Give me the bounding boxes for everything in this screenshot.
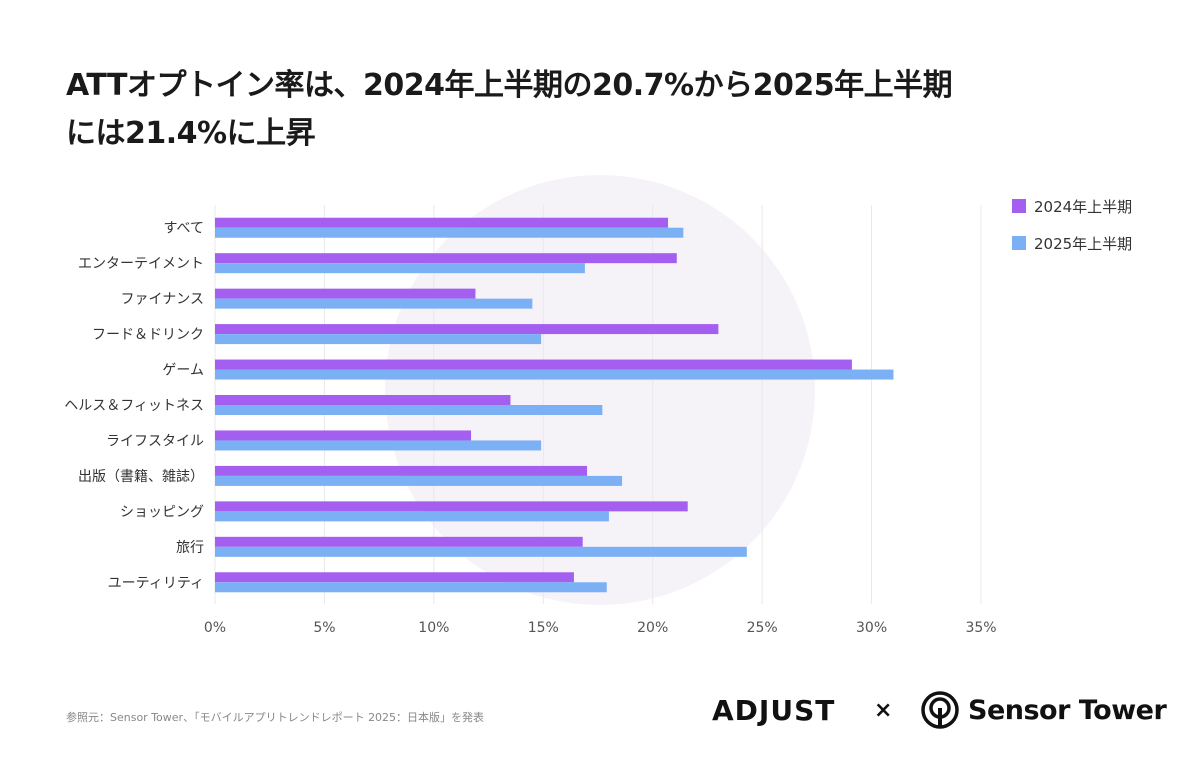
- legend-swatch-2025: [1012, 236, 1026, 250]
- bar-2025: [215, 475, 623, 486]
- legend-item-2025: 2025年上半期: [1012, 233, 1132, 253]
- x-tick-label: 15%: [528, 620, 559, 636]
- bar-2024: [215, 253, 677, 264]
- bar-2025: [215, 546, 747, 557]
- bar-2024: [215, 501, 688, 512]
- x-tick-label: 35%: [965, 620, 996, 636]
- bar-2024: [215, 288, 476, 299]
- x-tick-label: 5%: [313, 620, 335, 636]
- sensor-tower-wordmark: Sensor Tower: [968, 694, 1167, 726]
- background-circle: [385, 175, 815, 605]
- category-label: ユーティリティ: [108, 575, 204, 591]
- category-label: 出版（書籍、雑誌）: [78, 468, 204, 485]
- category-label: フード＆ドリンク: [92, 327, 204, 343]
- bar-2024: [215, 465, 588, 476]
- bar-2025: [215, 405, 603, 415]
- legend-item-2024: 2024年上半期: [1012, 196, 1132, 216]
- x-tick-labels: 0% 5% 10% 15% 20% 25% 30% 35%: [204, 620, 997, 636]
- bar-2024: [215, 572, 574, 583]
- category-label: 旅行: [176, 540, 204, 556]
- category-label: ヘルス＆フィットネス: [64, 398, 204, 414]
- x-tick-label: 25%: [747, 620, 778, 636]
- category-label: すべて: [164, 221, 204, 237]
- bar-2025: [215, 298, 533, 309]
- x-tick-label: 20%: [637, 620, 668, 636]
- x-tick-label: 10%: [418, 620, 449, 636]
- bar-2025: [215, 263, 585, 274]
- background-decoration: [385, 175, 815, 605]
- chart-title: ATTオプトイン率は、2024年上半期の20.7%から2025年上半期 には21…: [66, 62, 966, 158]
- bar-2025: [215, 334, 542, 345]
- bar-2025: [215, 511, 609, 522]
- category-label: ライフスタイル: [106, 433, 204, 449]
- legend-label-2025: 2025年上半期: [1034, 234, 1133, 253]
- sensor-tower-logo: Sensor Tower: [920, 690, 1167, 730]
- x-tick-label: 30%: [856, 620, 887, 636]
- logo-separator: ×: [874, 698, 893, 723]
- category-label: ファイナンス: [121, 292, 204, 308]
- bar-2025: [215, 582, 607, 593]
- chart-title-line-2: には21.4%に上昇: [66, 116, 316, 151]
- bar-2025: [215, 369, 894, 380]
- sensor-tower-icon: [921, 691, 959, 729]
- category-labels: すべてエンターテイメントファイナンスフード＆ドリンクゲームヘルス＆フィットネスラ…: [64, 221, 204, 592]
- category-label: ショッピング: [120, 504, 204, 520]
- category-label: エンターテイメント: [78, 256, 204, 272]
- bar-2024: [215, 324, 719, 335]
- bars: [215, 217, 894, 593]
- category-label: ゲーム: [162, 363, 204, 379]
- legend: 2024年上半期 2025年上半期: [1012, 196, 1132, 270]
- source-note: 参照元：Sensor Tower、「モバイルアプリトレンドレポート 2025：日…: [66, 711, 485, 724]
- legend-swatch-2024: [1012, 199, 1026, 213]
- bar-2024: [215, 359, 852, 370]
- legend-label-2024: 2024年上半期: [1034, 197, 1133, 216]
- bar-chart: すべてエンターテイメントファイナンスフード＆ドリンクゲームヘルス＆フィットネスラ…: [64, 175, 997, 636]
- bar-2024: [215, 536, 583, 547]
- adjust-logo: ADJUST: [712, 694, 836, 727]
- x-tick-label: 0%: [204, 620, 226, 636]
- bar-2025: [215, 227, 684, 238]
- bar-2024: [215, 395, 511, 405]
- chart-title-line-1: ATTオプトイン率は、2024年上半期の20.7%から2025年上半期: [66, 68, 953, 103]
- bar-2024: [215, 217, 669, 228]
- bar-2025: [215, 440, 542, 451]
- bar-2024: [215, 430, 472, 441]
